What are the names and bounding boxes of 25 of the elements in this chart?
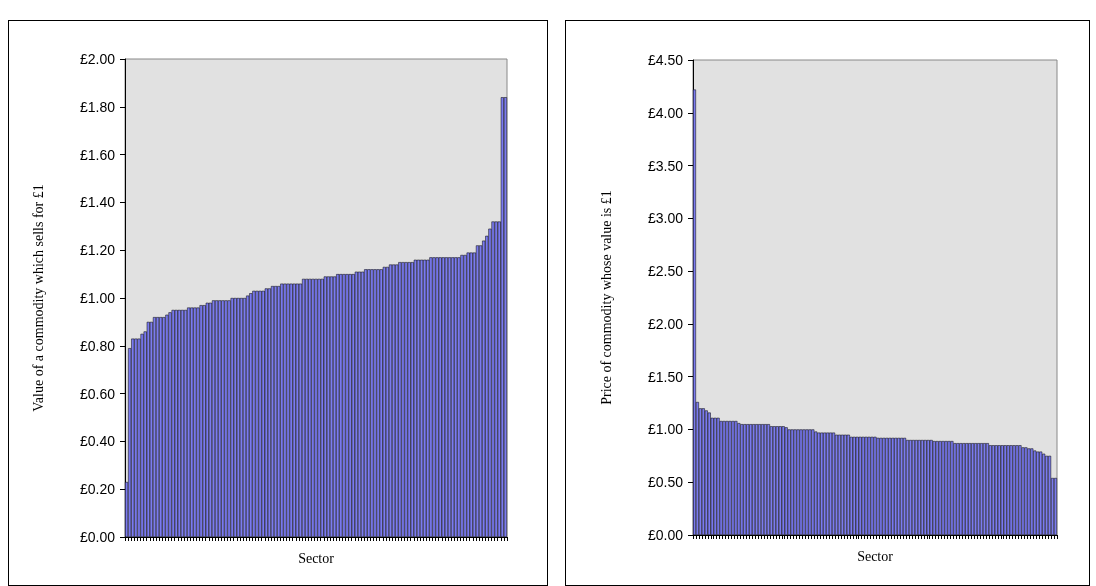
y-tick-label: £1.00 xyxy=(647,421,684,438)
y-tick-label: £1.80 xyxy=(79,98,116,115)
y-tick-label: £0.20 xyxy=(79,481,116,498)
y-tick-label: £0.50 xyxy=(647,474,684,491)
y-tick-label: £0.80 xyxy=(79,337,116,354)
y-tick-label: £0.00 xyxy=(79,529,116,545)
y-tick-label: £0.40 xyxy=(79,433,116,450)
y-tick-label: £0.60 xyxy=(79,385,116,402)
x-axis-title: Sector xyxy=(857,548,894,564)
y-tick-label: £1.50 xyxy=(647,368,684,385)
y-tick-label: £2.00 xyxy=(79,51,116,67)
y-tick-label: £1.20 xyxy=(79,242,116,259)
x-axis-title: Sector xyxy=(298,550,335,566)
y-tick-label: £4.50 xyxy=(647,52,684,68)
y-tick-label: £0.00 xyxy=(647,527,684,543)
y-tick-label: £2.00 xyxy=(647,315,684,332)
y-tick-label: £2.50 xyxy=(647,263,684,280)
y-tick-label: £1.40 xyxy=(79,194,116,211)
y-tick-label: £1.00 xyxy=(79,290,116,306)
y-tick-label: £1.60 xyxy=(79,146,116,163)
y-tick-label: £3.00 xyxy=(647,210,684,227)
y-tick-label: £4.00 xyxy=(647,104,684,121)
y-tick-label: £3.50 xyxy=(647,157,684,174)
y-axis-title: Value of a commodity which sells for £1 xyxy=(30,184,46,412)
y-axis-title: Price of commodity whose value is £1 xyxy=(598,190,614,405)
